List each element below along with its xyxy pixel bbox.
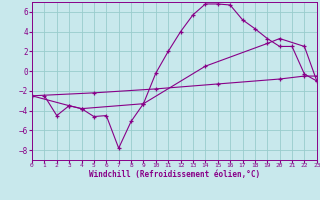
X-axis label: Windchill (Refroidissement éolien,°C): Windchill (Refroidissement éolien,°C) (89, 170, 260, 179)
